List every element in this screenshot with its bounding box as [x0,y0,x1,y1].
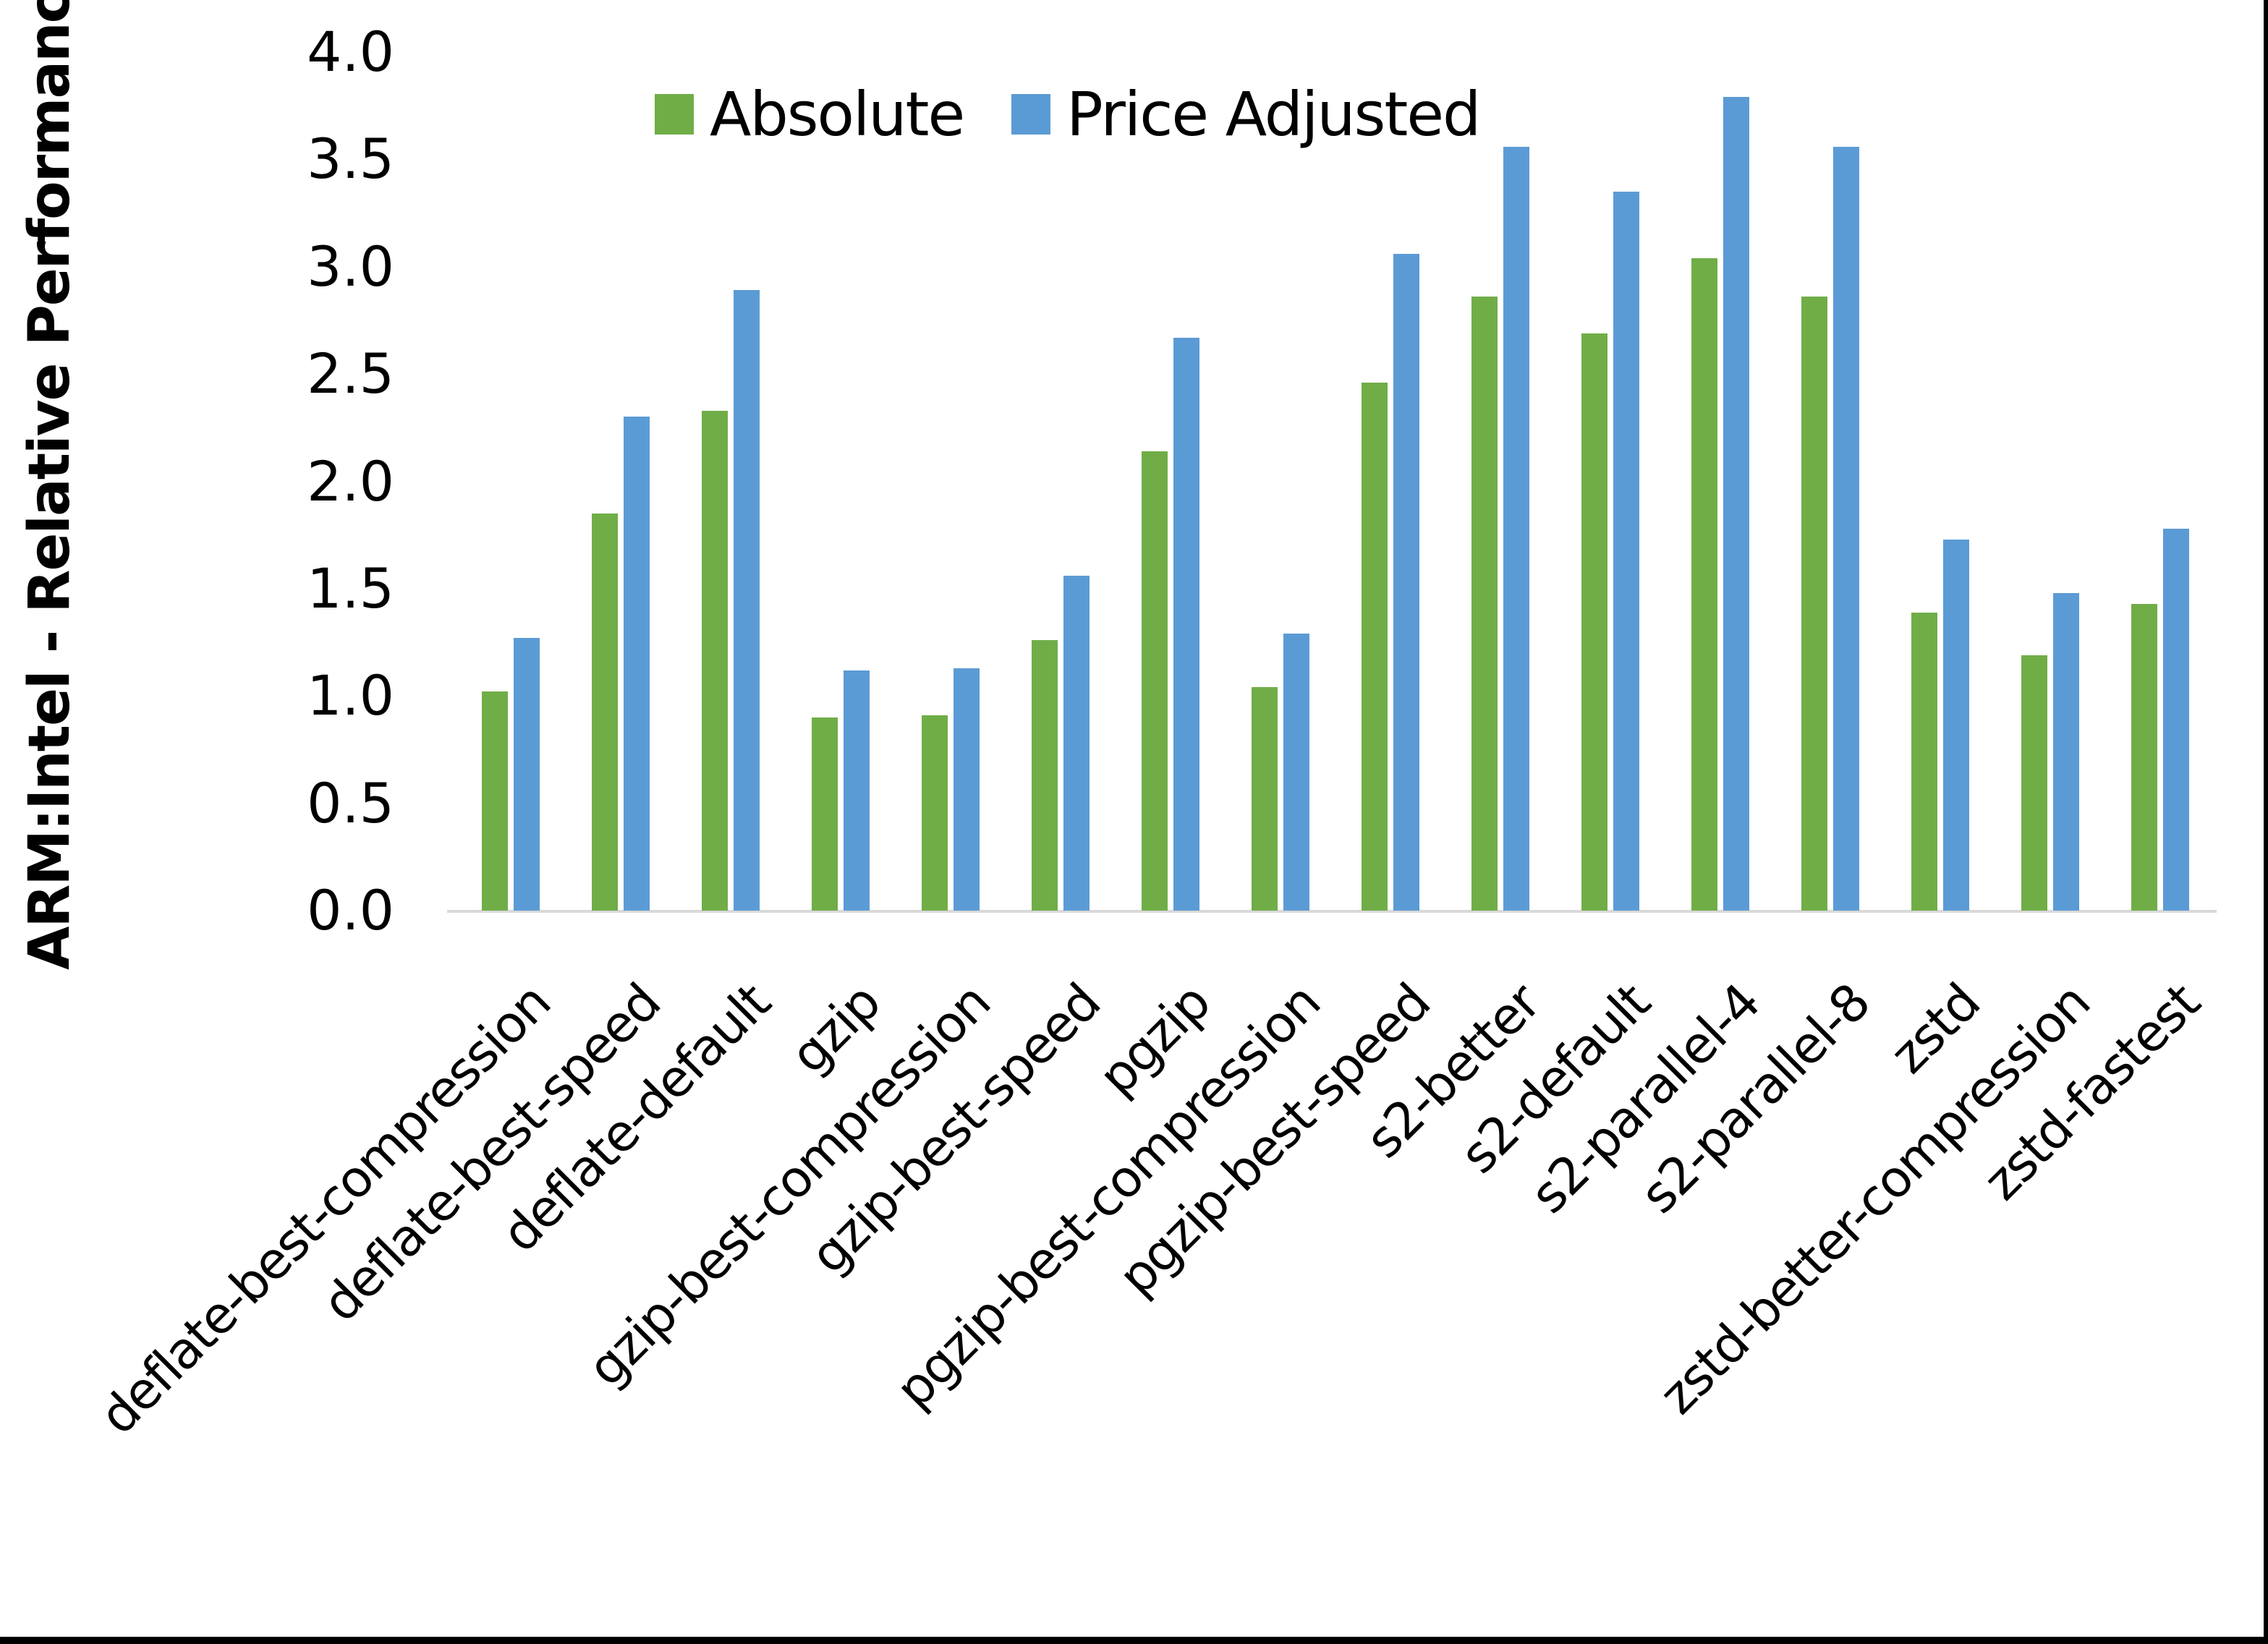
bar-absolute [1691,257,1717,911]
bar-price-adjusted [1393,253,1419,911]
bar-absolute [922,715,948,911]
bar-price-adjusted [1283,634,1309,911]
legend-label-price-adjusted: Price Adjusted [1066,79,1481,150]
bar-absolute [1471,297,1498,911]
plot-area [456,52,2215,911]
y-axis-tick-label: 1.5 [307,555,394,621]
y-axis-tick-label: 0.0 [307,878,394,942]
legend-label-absolute: Absolute [710,79,965,150]
bar-price-adjusted [1173,337,1199,911]
bar-absolute [1911,612,1937,911]
bar-absolute [812,717,838,911]
bar-price-adjusted [1943,539,1969,911]
bar-price-adjusted [1833,146,1859,911]
bar-price-adjusted [954,668,980,911]
frame-right-border [2264,0,2268,1644]
price-adjusted-series-swatch-icon [1011,94,1051,135]
legend-item-absolute: Absolute [655,79,965,150]
bar-price-adjusted [1063,576,1090,911]
bar-price-adjusted [624,417,650,911]
legend-item-price-adjusted: Price Adjusted [1011,79,1481,150]
bar-price-adjusted [1723,97,1749,911]
bar-absolute [1142,451,1168,911]
bar-absolute [2021,655,2047,911]
bar-absolute [1362,383,1388,911]
bar-absolute [1032,640,1058,911]
bar-absolute [1581,333,1607,911]
x-axis-category-label: deflate-best-compression [88,973,561,1446]
bar-price-adjusted [2053,592,2079,911]
y-axis-tick-label: 0.5 [307,770,394,835]
y-axis-tick-label: 3.0 [307,234,394,299]
bar-price-adjusted [1503,146,1529,911]
legend: Absolute Price Adjusted [655,71,1481,158]
frame-bottom-border [0,1637,2268,1644]
x-axis-line [447,910,2217,913]
bar-absolute [482,691,508,911]
bar-price-adjusted [734,290,760,911]
bar-absolute [1252,687,1278,911]
bar-absolute [1801,297,1827,911]
bar-price-adjusted [844,670,870,911]
y-axis-tick-label: 2.5 [307,341,394,406]
y-axis-tick-label: 4.0 [307,20,394,84]
bar-price-adjusted [1613,191,1639,911]
bar-price-adjusted [514,638,540,911]
y-axis-tick-label: 1.0 [307,663,394,728]
absolute-series-swatch-icon [655,94,694,135]
bar-absolute [2131,603,2157,911]
bar-absolute [592,514,618,911]
bar-absolute [702,410,728,911]
y-axis-tick-label: 3.5 [307,127,394,192]
y-axis-title: ARM:Intel - Relative Performance [17,0,82,970]
y-axis-tick-label: 2.0 [307,448,394,514]
bar-price-adjusted [2163,528,2189,911]
